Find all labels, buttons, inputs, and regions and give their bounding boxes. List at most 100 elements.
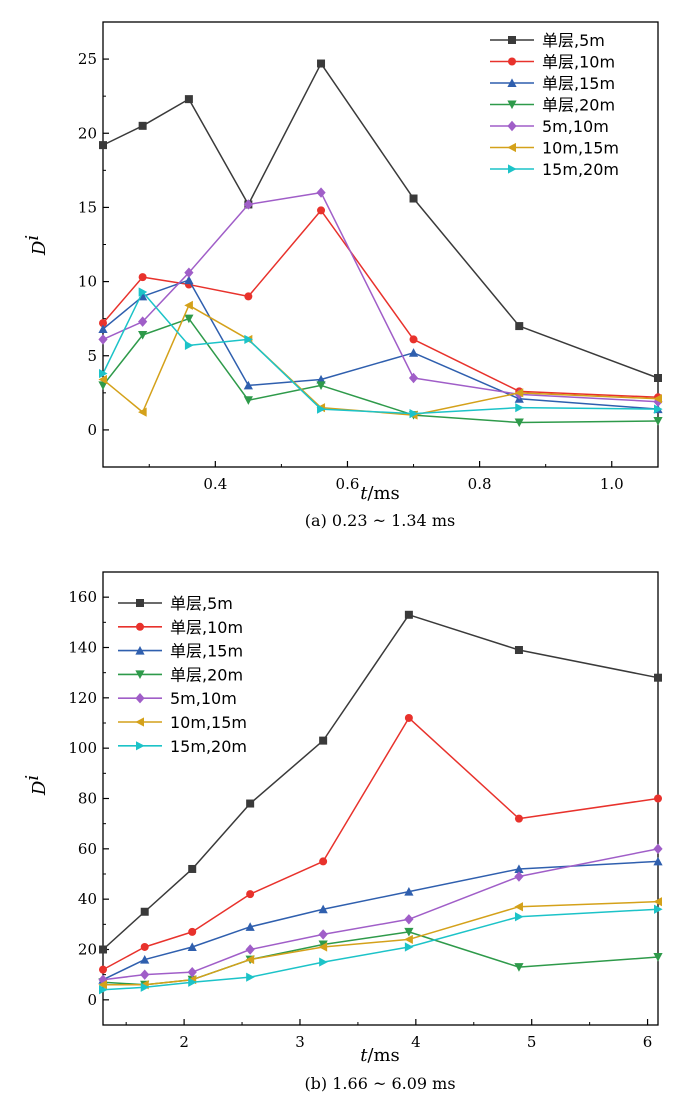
data-point	[188, 864, 197, 873]
legend-label: 单层,5m	[542, 31, 605, 50]
data-point	[184, 267, 194, 278]
y-axis-symbol: D	[29, 240, 50, 256]
y-tick-label: 5	[87, 347, 97, 365]
plot-frame	[102, 571, 659, 1026]
data-point	[138, 330, 148, 340]
x-tick-label: 1.0	[600, 475, 624, 493]
y-tick-label: 20	[78, 941, 97, 959]
data-point	[319, 957, 328, 967]
legend-label: 单层,5m	[170, 594, 233, 613]
data-point	[188, 927, 197, 936]
legend-label: 10m,15m	[170, 713, 247, 732]
data-point	[653, 953, 663, 962]
data-point	[246, 799, 255, 808]
series-1	[99, 610, 662, 954]
chart-caption: (b) 1.66 ~ 6.09 ms	[304, 1074, 455, 1093]
data-point	[514, 963, 524, 972]
data-point	[404, 927, 414, 937]
data-point	[318, 929, 328, 940]
data-point	[138, 273, 147, 282]
series-line	[102, 717, 659, 971]
data-point	[514, 646, 523, 655]
data-point	[99, 945, 107, 954]
data-point	[515, 322, 524, 331]
series-6	[98, 300, 662, 420]
data-point	[409, 409, 419, 419]
y-tick-label: 25	[78, 50, 97, 68]
data-point	[318, 904, 328, 914]
data-point	[653, 897, 662, 907]
data-point	[187, 966, 197, 978]
legend-label: 15m,20m	[542, 160, 619, 179]
data-point	[319, 736, 328, 745]
data-point	[654, 673, 662, 682]
series-line	[102, 291, 659, 415]
data-point	[246, 972, 255, 982]
data-point	[514, 814, 523, 823]
y-axis-superscript: i	[22, 235, 43, 241]
data-point	[514, 388, 524, 398]
series-2	[99, 206, 662, 402]
data-point	[514, 864, 524, 873]
data-point	[138, 407, 147, 417]
data-point	[514, 902, 523, 912]
legend-label: 5m,10m	[170, 689, 237, 708]
data-point	[316, 374, 326, 384]
data-point	[653, 843, 663, 855]
data-point	[316, 187, 326, 198]
legend-label: 15m,20m	[170, 737, 247, 756]
series-5	[98, 843, 663, 985]
y-tick-label: 60	[78, 840, 97, 858]
data-point	[245, 922, 255, 931]
legend-label: 单层,20m	[542, 96, 615, 115]
data-point	[654, 374, 662, 382]
legend-label: 单层,15m	[542, 74, 615, 93]
data-point	[99, 965, 107, 974]
legend: 单层,5m 单层,10m 单层,15m 单层,20m 5m,10m 10m,15m 15m,…	[118, 594, 247, 756]
legend: 单层,5m 单层,10m 单层,15m 单层,20m 5m,10m 10m,15m 15m,…	[490, 31, 619, 179]
data-point	[99, 985, 108, 995]
data-point	[404, 914, 414, 925]
data-point	[99, 368, 108, 379]
data-point	[318, 942, 328, 952]
series-line	[102, 908, 659, 991]
data-point	[98, 324, 108, 334]
y-axis-superscript: i	[22, 775, 43, 781]
legend-marker	[135, 646, 145, 655]
data-point	[244, 292, 253, 301]
legend-label: 单层,15m	[170, 642, 243, 661]
series-line	[102, 304, 659, 416]
y-tick-label: 100	[68, 739, 97, 757]
data-point	[98, 974, 108, 985]
series-3	[98, 275, 663, 414]
y-tick-label: 160	[68, 588, 97, 606]
legend-label: 单层,10m	[170, 618, 243, 637]
data-point	[515, 403, 524, 413]
x-axis-label: t/ms	[360, 483, 400, 504]
data-point	[404, 610, 413, 619]
data-point	[317, 404, 326, 414]
data-point	[138, 287, 148, 297]
x-tick-label: 3	[295, 1033, 305, 1051]
legend-marker	[136, 622, 144, 631]
data-point	[140, 907, 149, 916]
data-point	[184, 95, 193, 104]
data-point	[514, 871, 524, 882]
data-point	[184, 340, 194, 350]
data-point	[653, 417, 663, 426]
series-line	[102, 614, 659, 951]
x-tick-label: 4	[411, 1033, 421, 1051]
y-tick-label: 10	[78, 273, 97, 291]
data-point	[317, 59, 326, 68]
y-tick-label: 120	[68, 689, 97, 707]
x-axis-unit: /ms	[367, 1045, 399, 1066]
data-point	[404, 942, 414, 952]
data-point	[653, 856, 663, 866]
x-tick-label: 6	[643, 1033, 653, 1051]
y-tick-label: 40	[78, 890, 97, 908]
legend-marker	[507, 142, 516, 153]
legend-marker	[136, 599, 144, 607]
x-axis-symbol: t	[360, 483, 368, 504]
y-tick-label: 0	[87, 991, 97, 1009]
